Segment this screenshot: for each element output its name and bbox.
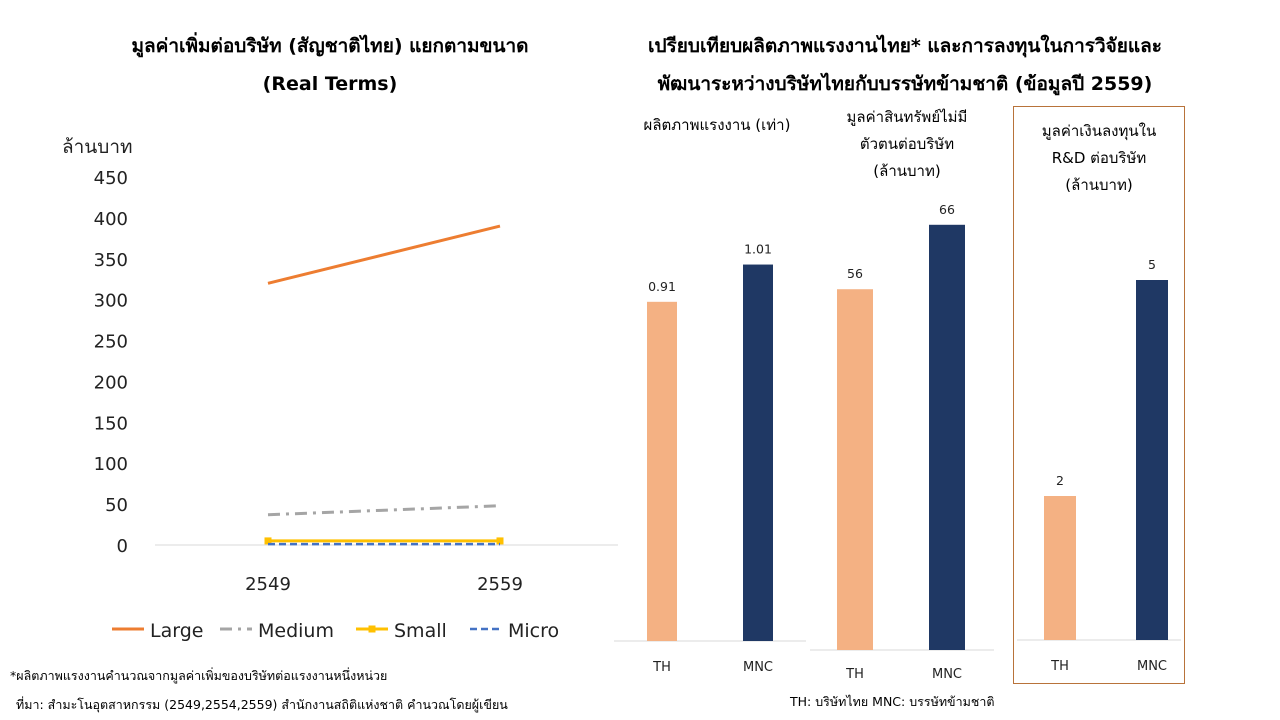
y-axis-unit-label: ล้านบาท [62,136,133,158]
bar-value-label: 1.01 [744,242,772,257]
y-tick-label: 200 [94,372,128,393]
bar-th [837,289,873,650]
y-tick-label: 50 [105,495,128,516]
bar-chart-2-title-line2: ตัวตนต่อบริษัท [859,135,955,153]
right-title-line2: พัฒนาระหว่างบริษัทไทยกับบรรษัทข้ามชาติ (… [657,73,1153,95]
x-tick-label: 2559 [477,574,523,595]
left-title-line1: มูลค่าเพิ่มต่อบริษัท (สัญชาติไทย) แยกตาม… [131,35,529,57]
bar-chart-intangible-assets: 56 TH 66 MNC [810,202,994,682]
line-chart: ล้านบาท 0 50 100 150 200 250 300 350 400 450 2549 25… [62,136,618,642]
bar-th [1044,496,1076,640]
bar-chart-3-title-line2: R&D ต่อบริษัท [1051,149,1147,167]
footnote-source: ที่มา: สำมะโนอุตสาหกรรม (2549,2554,2559)… [16,697,508,712]
y-tick-label: 350 [94,250,128,271]
bar-th [647,301,677,641]
series-line-large [267,224,501,285]
footnote-definition: *ผลิตภาพแรงงานคำนวณจากมูลค่าเพิ่มของบริษ… [10,668,388,683]
bar-category-label: MNC [743,660,773,675]
legend-label-small: Small [394,620,447,642]
bar-category-label: TH [845,667,864,682]
rd-highlight-frame [1013,106,1185,684]
bar-category-label: TH [652,660,671,675]
bar-mnc [929,224,965,650]
bar-value-label: 66 [939,202,955,217]
bar-chart-1-title-line: ผลิตภาพแรงงาน (เท่า) [643,116,791,134]
y-tick-label: 0 [117,536,128,557]
bar-chart-1-title: ผลิตภาพแรงงาน (เท่า) [612,112,822,139]
bar-mnc [1136,280,1168,640]
y-tick-label: 400 [94,209,128,230]
bar-value-label: 2 [1056,473,1064,488]
bar-chart-2-title-line1: มูลค่าสินทรัพย์ไม่มี [846,108,968,126]
bar-value-label: 0.91 [648,279,676,294]
bar-mnc [743,264,773,641]
bar-chart-labor-productivity: 0.91 TH 1.01 MNC [614,242,806,675]
legend-label-large: Large [150,620,203,642]
bar-category-label: TH [1050,659,1069,674]
y-tick-label: 450 [94,168,128,189]
legend-label-micro: Micro [508,620,559,642]
bar-category-label: MNC [932,667,962,682]
bar-value-label: 56 [847,266,863,281]
legend-marker-small [368,625,376,633]
right-chart-title: เปรียบเทียบผลิตภาพแรงงานไทย* และการลงทุน… [600,27,1210,103]
y-tick-label: 150 [94,413,128,434]
series-marker-small [264,537,272,545]
bar-chart-2-title: มูลค่าสินทรัพย์ไม่มี ตัวตนต่อบริษัท (ล้า… [808,104,1006,185]
legend-label-medium: Medium [258,620,334,642]
x-tick-label: 2549 [245,574,291,595]
bar-category-label: MNC [1137,659,1167,674]
series-line-medium [267,504,501,517]
bar-value-label: 5 [1148,257,1156,272]
legend-note: TH: บริษัทไทย MNC: บรรษัทข้ามชาติ [790,694,995,709]
y-tick-label: 250 [94,332,128,353]
bar-chart-3-title: มูลค่าเงินลงทุนใน R&D ต่อบริษัท (ล้านบาท… [1013,118,1185,199]
y-tick-label: 100 [94,454,128,475]
left-chart-title: มูลค่าเพิ่มต่อบริษัท (สัญชาติไทย) แยกตาม… [80,27,580,103]
bar-chart-3-title-line3: (ล้านบาท) [1065,176,1133,194]
bar-chart-2-title-line3: (ล้านบาท) [873,162,941,180]
series-marker-small [496,537,504,545]
right-title-line1: เปรียบเทียบผลิตภาพแรงงานไทย* และการลงทุน… [647,35,1162,57]
bar-chart-3-title-line1: มูลค่าเงินลงทุนใน [1041,122,1157,140]
y-tick-label: 300 [94,291,128,312]
left-title-line2: (Real Terms) [262,73,398,95]
bar-chart-rd-investment: 2 TH 5 MNC [1017,257,1181,674]
